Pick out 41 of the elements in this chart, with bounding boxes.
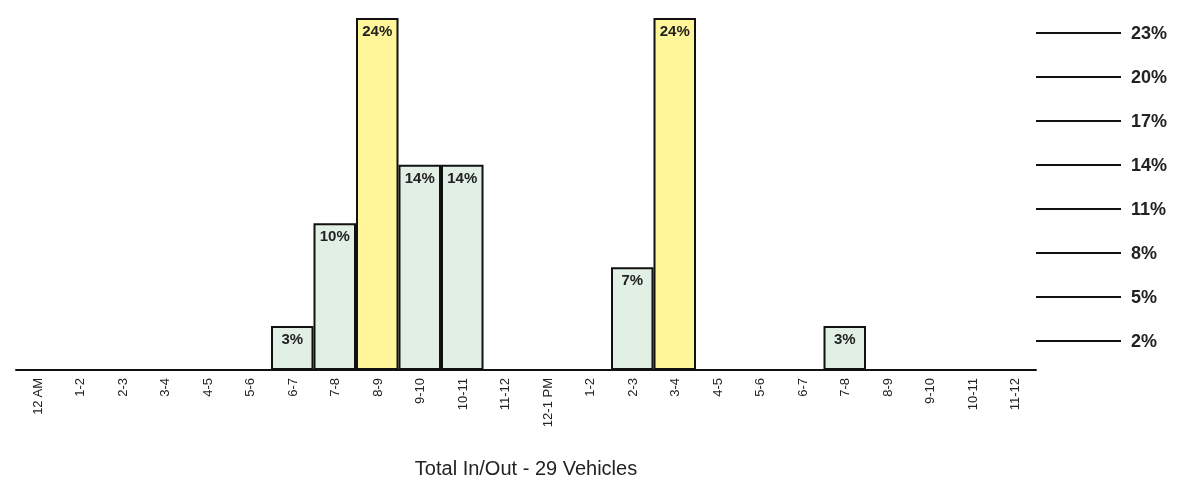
x-tick-label: 2-3	[624, 378, 640, 397]
data-label: 14%	[404, 168, 435, 186]
data-label: 14%	[447, 168, 478, 186]
x-tick-label: 10-11	[454, 378, 470, 411]
x-tick-label: 11-12	[1007, 378, 1023, 411]
y-tick-label: 8%	[1131, 242, 1158, 263]
x-tick-label: 3-4	[157, 378, 173, 397]
x-tick-label: 7-8	[327, 378, 343, 397]
data-label: 3%	[281, 330, 304, 347]
x-tick-label: 12 AM	[29, 378, 45, 415]
y-tick-label: 5%	[1131, 286, 1158, 307]
data-label: 3%	[833, 330, 856, 347]
x-tick-label: 4-5	[709, 378, 725, 397]
x-tick-label: 11-12	[497, 378, 513, 411]
y-tick-label: 20%	[1131, 66, 1168, 87]
data-label: 7%	[621, 271, 644, 289]
x-tick-label: 9-10	[412, 378, 428, 405]
data-label: 24%	[659, 22, 690, 39]
x-tick-label: 10-11	[964, 378, 980, 411]
x-tick-label: 6-7	[284, 378, 300, 397]
x-tick-label: 8-9	[369, 378, 385, 397]
x-tick-label: 12-1 PM	[539, 378, 555, 428]
x-tick-label: 8-9	[879, 378, 895, 397]
x-tick-label: 2-3	[114, 378, 130, 397]
x-tick-label: 5-6	[242, 378, 258, 397]
y-tick-label: 2%	[1131, 330, 1158, 351]
x-tick-label: 9-10	[922, 378, 938, 405]
x-tick-label: 6-7	[794, 378, 810, 397]
y-tick-label: 11%	[1131, 198, 1167, 219]
data-label: 24%	[362, 22, 393, 39]
y-tick-label: 17%	[1131, 110, 1168, 131]
x-tick-label: 4-5	[199, 378, 215, 397]
x-tick-label: 3-4	[667, 378, 683, 397]
x-tick-label: 5-6	[752, 378, 768, 397]
x-tick-label: 1-2	[582, 378, 598, 397]
y-tick-label: 23%	[1131, 22, 1168, 43]
x-tick-label: 7-8	[837, 378, 853, 397]
x-tick-label: 1-2	[72, 378, 88, 397]
data-label: 10%	[319, 227, 350, 245]
y-tick-label: 14%	[1131, 154, 1168, 175]
x-axis-title: Total In/Out - 29 Vehicles	[414, 457, 638, 479]
